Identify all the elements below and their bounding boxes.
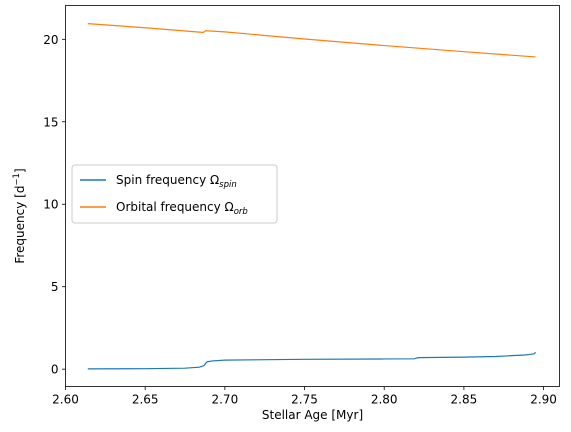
y-tick-label: 20 [43, 33, 58, 47]
x-tick-label: 2.85 [451, 393, 478, 407]
y-tick-label: 5 [51, 280, 59, 294]
legend-label-spin: Spin frequency Ωspin [116, 173, 237, 190]
y-tick-label: 15 [43, 115, 58, 129]
y-tick-label: 10 [43, 198, 58, 212]
x-tick-label: 2.70 [211, 393, 238, 407]
legend: Spin frequency Ωspin Orbital frequency Ω… [71, 164, 278, 224]
x-tick-label: 2.75 [291, 393, 318, 407]
x-ticks: 2.60 2.65 2.70 2.75 2.80 2.85 2.90 [52, 386, 557, 407]
legend-label-orbital: Orbital frequency Ωorb [116, 200, 248, 217]
legend-box [71, 164, 278, 224]
orbital-frequency-line [87, 23, 536, 58]
series-layer [87, 23, 537, 370]
plot-frame [65, 5, 560, 387]
y-ticks: 0 5 10 15 20 [43, 33, 66, 377]
y-tick-label: 0 [51, 363, 59, 377]
x-tick-label: 2.80 [371, 393, 398, 407]
x-tick-label: 2.65 [132, 393, 159, 407]
spin-frequency-line [87, 351, 537, 370]
y-axis-label: Frequency [d−1] [12, 168, 27, 263]
x-tick-label: 2.90 [530, 393, 557, 407]
x-tick-label: 2.60 [52, 393, 79, 407]
x-axis-label: Stellar Age [Myr] [262, 408, 363, 422]
